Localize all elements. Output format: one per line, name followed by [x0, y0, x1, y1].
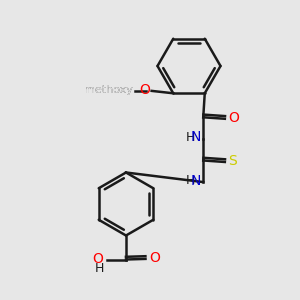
Text: N: N [190, 130, 201, 144]
Text: O: O [149, 251, 160, 265]
Text: O: O [92, 252, 103, 266]
Text: H: H [185, 131, 195, 144]
Text: S: S [229, 154, 237, 168]
Text: H: H [185, 174, 195, 187]
Text: methoxy: methoxy [84, 85, 133, 95]
Text: O: O [229, 111, 239, 125]
Text: O: O [139, 83, 150, 97]
Text: methoxy: methoxy [84, 85, 133, 95]
Text: H: H [94, 262, 104, 275]
Text: N: N [190, 174, 201, 188]
